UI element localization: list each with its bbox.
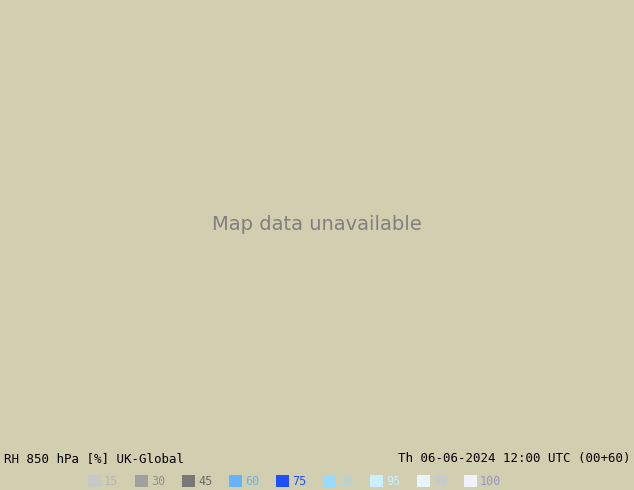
FancyBboxPatch shape	[229, 475, 242, 487]
Text: RH 850 hPa [%] UK-Global: RH 850 hPa [%] UK-Global	[4, 452, 184, 465]
Text: 15: 15	[104, 474, 119, 488]
FancyBboxPatch shape	[276, 475, 289, 487]
FancyBboxPatch shape	[464, 475, 477, 487]
Text: Th 06-06-2024 12:00 UTC (00+60): Th 06-06-2024 12:00 UTC (00+60)	[398, 452, 630, 465]
Text: 45: 45	[198, 474, 212, 488]
FancyBboxPatch shape	[88, 475, 101, 487]
Text: 75: 75	[292, 474, 306, 488]
FancyBboxPatch shape	[135, 475, 148, 487]
Text: 60: 60	[245, 474, 259, 488]
Text: 30: 30	[151, 474, 165, 488]
Text: 90: 90	[339, 474, 353, 488]
Text: Map data unavailable: Map data unavailable	[212, 215, 422, 234]
FancyBboxPatch shape	[370, 475, 383, 487]
Text: 100: 100	[480, 474, 501, 488]
Text: 95: 95	[386, 474, 400, 488]
FancyBboxPatch shape	[323, 475, 336, 487]
Text: 99: 99	[433, 474, 447, 488]
FancyBboxPatch shape	[182, 475, 195, 487]
FancyBboxPatch shape	[417, 475, 430, 487]
